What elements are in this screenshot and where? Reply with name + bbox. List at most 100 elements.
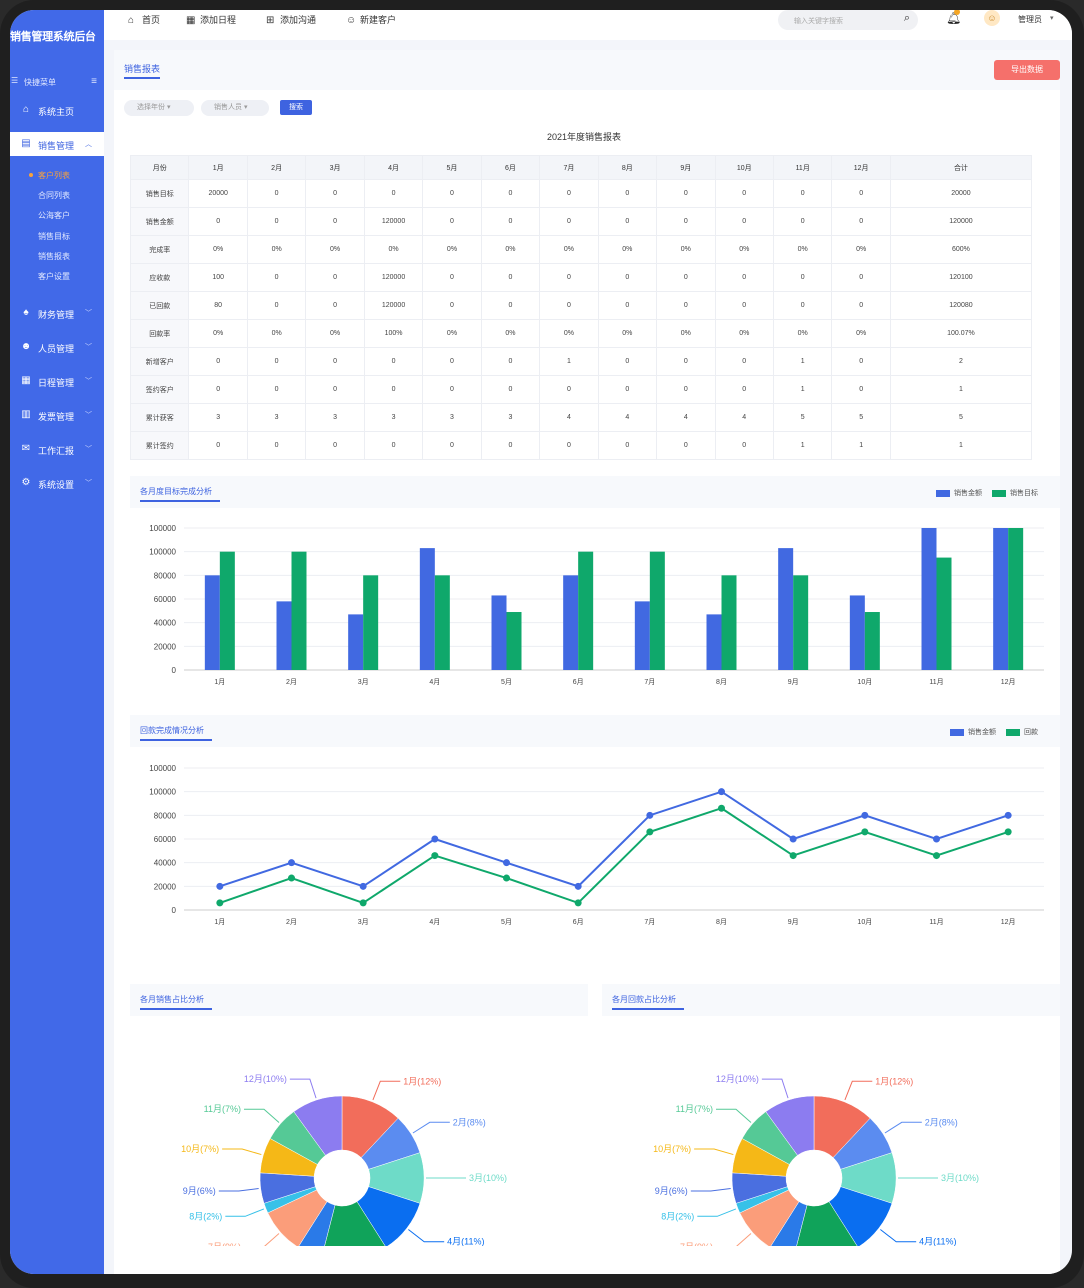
line-point[interactable] — [1004, 811, 1012, 819]
sidebar-item-invoice[interactable]: ▥ 发票管理 ﹀ — [10, 403, 104, 427]
bar-target[interactable] — [936, 557, 952, 670]
x-tick-label: 12月 — [1001, 918, 1016, 926]
subitem-customer-settings[interactable]: 客户设置 — [38, 272, 70, 281]
search-icon[interactable]: ⌕ — [903, 12, 910, 24]
salesperson-select[interactable]: 销售人员 ▾ — [201, 100, 269, 116]
row-label: 累计签约 — [129, 431, 190, 460]
line-point[interactable] — [933, 835, 940, 843]
nav-home[interactable]: ⌂ 首页 — [128, 13, 160, 27]
line-point[interactable] — [288, 859, 295, 867]
line-point[interactable] — [359, 882, 367, 890]
bar-target[interactable] — [793, 575, 809, 670]
subitem-contract-list[interactable]: 合同列表 — [38, 191, 70, 200]
table-cell: 0% — [246, 235, 307, 264]
line-point[interactable] — [646, 828, 654, 836]
bar-sales[interactable] — [921, 528, 937, 670]
line-point[interactable] — [861, 828, 869, 836]
bell-icon[interactable]: 🔔︎ — [946, 10, 962, 25]
line-point[interactable] — [933, 852, 940, 860]
pie-slice[interactable] — [828, 1186, 893, 1246]
pie-slice[interactable] — [765, 1095, 815, 1156]
bar-target[interactable] — [506, 612, 522, 670]
bar-target[interactable] — [721, 575, 737, 670]
subitem-public-customers[interactable]: 公海客户 — [38, 211, 70, 220]
bar-sales[interactable] — [419, 548, 435, 670]
bar-target[interactable] — [578, 551, 594, 670]
line-point[interactable] — [789, 852, 797, 860]
line-point[interactable] — [574, 882, 582, 890]
line-point[interactable] — [718, 788, 725, 796]
line-point[interactable] — [646, 811, 654, 819]
bar-target[interactable] — [649, 551, 665, 670]
bar-sales[interactable] — [778, 548, 794, 670]
x-tick-label: 7月 — [644, 918, 655, 926]
export-button[interactable]: 导出数据 — [994, 60, 1060, 80]
sidebar-item-sales[interactable]: ▤ 销售管理 ︿ — [10, 132, 104, 156]
bar-sales[interactable] — [706, 614, 722, 670]
table-cell: 0% — [305, 319, 365, 348]
bar-sales[interactable] — [276, 601, 292, 670]
pie-slice[interactable] — [356, 1186, 421, 1246]
bar-sales[interactable] — [563, 575, 579, 670]
pie-slice[interactable] — [322, 1201, 386, 1246]
chevron-down-icon[interactable]: ▾ — [1050, 15, 1054, 22]
line-point[interactable] — [503, 859, 510, 867]
sidebar-item-settings[interactable]: ⚙ 系统设置 ﹀ — [10, 471, 104, 495]
leader-line — [218, 1188, 259, 1192]
year-select[interactable]: 选择年份 ▾ — [124, 100, 194, 116]
quick-menu[interactable]: ☰ 快捷菜单 ≡ — [10, 76, 104, 90]
table-cell: 0% — [539, 319, 599, 348]
bar-target[interactable] — [434, 575, 450, 670]
bar-sales[interactable] — [491, 595, 507, 670]
line-point[interactable] — [574, 899, 582, 907]
bar-sales[interactable] — [849, 595, 865, 670]
line-point[interactable] — [503, 874, 510, 882]
avatar[interactable]: ☺ — [984, 10, 1000, 26]
sidebar-item-finance[interactable]: ♠ 财务管理 ﹀ — [10, 301, 104, 325]
bar-target[interactable] — [291, 551, 307, 670]
legend-label: 销售金额 — [954, 490, 983, 497]
bar-target[interactable] — [363, 575, 379, 670]
tab-sales-report[interactable]: 销售报表 — [124, 64, 161, 74]
legend-item[interactable]: 回款 — [1006, 727, 1038, 737]
nav-new-customer[interactable]: ☺ 新建客户 — [346, 13, 396, 27]
line-point[interactable] — [1004, 828, 1012, 836]
pie-slice[interactable] — [794, 1201, 858, 1246]
line-point[interactable] — [216, 882, 224, 890]
bar-target[interactable] — [219, 551, 235, 670]
table-cell: 1 — [772, 375, 833, 404]
search-button[interactable]: 搜索 — [280, 100, 312, 115]
legend-item[interactable]: 销售目标 — [992, 488, 1038, 498]
subitem-customer-list[interactable]: 客户列表 — [38, 171, 70, 180]
line-point[interactable] — [431, 852, 439, 860]
sidebar-item-schedule[interactable]: ▦ 日程管理 ﹀ — [10, 369, 104, 393]
subitem-sales-target[interactable]: 销售目标 — [38, 232, 70, 241]
sidebar-item-report[interactable]: ✉ 工作汇报 ﹀ — [10, 437, 104, 461]
nav-add-communication[interactable]: ⊞ 添加沟通 — [266, 13, 316, 27]
line-point[interactable] — [288, 874, 295, 882]
subitem-sales-report[interactable]: 销售报表 — [38, 252, 70, 261]
bar-sales[interactable] — [348, 614, 364, 670]
collapse-icon[interactable]: ≡ — [91, 76, 97, 87]
bar-sales[interactable] — [204, 575, 220, 670]
row-label: 累计获客 — [129, 403, 190, 432]
bar-target[interactable] — [864, 612, 880, 670]
legend-item[interactable]: 销售金额 — [936, 488, 982, 498]
search-input[interactable]: 输入关键字搜索 ⌕ — [778, 10, 918, 30]
bar-sales[interactable] — [634, 601, 650, 670]
line-point[interactable] — [789, 835, 797, 843]
legend-item[interactable]: 销售金额 — [950, 727, 996, 737]
line-point[interactable] — [431, 835, 439, 843]
sidebar-item-staff[interactable]: ☻ 人员管理 ﹀ — [10, 335, 104, 359]
user-name[interactable]: 管理员 — [1018, 15, 1042, 24]
line-point[interactable] — [718, 804, 725, 812]
bar-sales[interactable] — [993, 528, 1009, 670]
line-point[interactable] — [216, 899, 224, 907]
settings-icon: ⚙ — [21, 477, 31, 488]
nav-add-schedule[interactable]: ▦ 添加日程 — [186, 13, 236, 27]
line-point[interactable] — [359, 899, 367, 907]
bar-target[interactable] — [1008, 528, 1024, 670]
pie-slice[interactable] — [293, 1095, 343, 1156]
line-point[interactable] — [861, 811, 869, 819]
sidebar-item-home[interactable]: ⌂ 系统主页 — [10, 98, 104, 122]
